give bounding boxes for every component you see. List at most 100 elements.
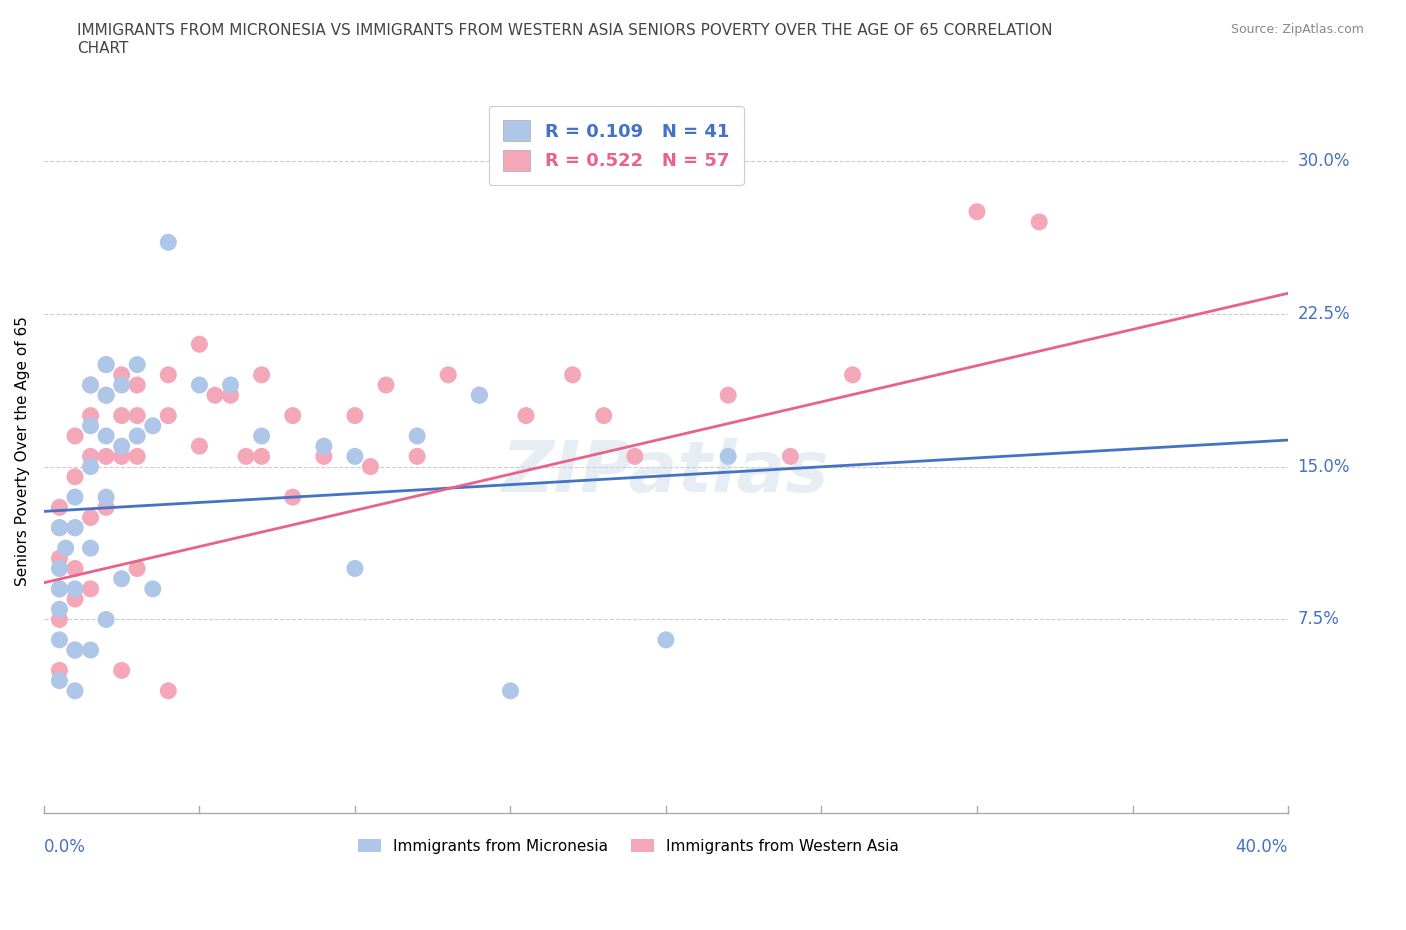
Point [48, 602, 70, 617]
Point [94, 490, 117, 505]
Point [48, 520, 70, 535]
Point [94, 612, 117, 627]
Point [375, 378, 398, 392]
Point [63, 643, 86, 658]
Point [111, 663, 134, 678]
Point [94, 388, 117, 403]
Point [79, 540, 101, 555]
Point [111, 449, 134, 464]
Point [48, 673, 70, 688]
Point [55, 540, 77, 555]
Point [94, 357, 117, 372]
Point [63, 520, 86, 535]
Point [94, 500, 117, 515]
Point [63, 520, 86, 535]
Point [188, 378, 211, 392]
Text: 30.0%: 30.0% [1298, 152, 1350, 170]
Point [79, 581, 101, 596]
Point [48, 520, 70, 535]
Text: 15.0%: 15.0% [1298, 458, 1350, 475]
Point [468, 388, 491, 403]
Point [48, 632, 70, 647]
Point [79, 643, 101, 658]
Point [111, 378, 134, 392]
Point [250, 367, 273, 382]
Point [624, 449, 647, 464]
Point [157, 684, 180, 698]
Point [142, 418, 165, 433]
Text: 40.0%: 40.0% [1236, 838, 1288, 856]
Text: 7.5%: 7.5% [1298, 610, 1340, 629]
Legend: Immigrants from Micronesia, Immigrants from Western Asia: Immigrants from Micronesia, Immigrants f… [352, 832, 905, 859]
Point [63, 490, 86, 505]
Point [281, 490, 304, 505]
Point [63, 643, 86, 658]
Point [281, 408, 304, 423]
Point [48, 551, 70, 565]
Point [157, 235, 180, 250]
Text: 22.5%: 22.5% [1298, 305, 1350, 323]
Point [48, 612, 70, 627]
Point [127, 561, 149, 576]
Text: ZIPatlas: ZIPatlas [502, 438, 830, 508]
Point [48, 581, 70, 596]
Point [343, 408, 366, 423]
Point [157, 408, 180, 423]
Point [63, 470, 86, 485]
Point [437, 367, 460, 382]
Point [127, 408, 149, 423]
Point [94, 429, 117, 444]
Point [79, 408, 101, 423]
Point [515, 408, 537, 423]
Point [406, 449, 429, 464]
Point [127, 357, 149, 372]
Point [1028, 215, 1050, 230]
Point [312, 439, 335, 454]
Point [592, 408, 614, 423]
Point [111, 367, 134, 382]
Point [841, 367, 863, 382]
Point [79, 378, 101, 392]
Point [204, 388, 226, 403]
Point [717, 449, 740, 464]
Point [235, 449, 257, 464]
Point [79, 449, 101, 464]
Point [79, 418, 101, 433]
Point [468, 388, 491, 403]
Point [127, 429, 149, 444]
Point [48, 581, 70, 596]
Point [157, 367, 180, 382]
Point [188, 439, 211, 454]
Point [127, 449, 149, 464]
Point [188, 337, 211, 352]
Point [717, 388, 740, 403]
Point [79, 510, 101, 525]
Point [499, 684, 522, 698]
Point [127, 378, 149, 392]
Point [966, 205, 988, 219]
Point [48, 561, 70, 576]
Point [94, 449, 117, 464]
Point [48, 500, 70, 515]
Point [359, 459, 381, 474]
Point [48, 663, 70, 678]
Y-axis label: Seniors Poverty Over the Age of 65: Seniors Poverty Over the Age of 65 [15, 316, 30, 586]
Point [655, 632, 678, 647]
Point [312, 449, 335, 464]
Point [63, 591, 86, 606]
Point [63, 581, 86, 596]
Point [142, 581, 165, 596]
Point [111, 571, 134, 586]
Point [63, 429, 86, 444]
Point [343, 449, 366, 464]
Text: 0.0%: 0.0% [44, 838, 86, 856]
Point [250, 449, 273, 464]
Point [219, 378, 242, 392]
Point [779, 449, 801, 464]
Text: Source: ZipAtlas.com: Source: ZipAtlas.com [1230, 23, 1364, 36]
Point [63, 684, 86, 698]
Point [63, 561, 86, 576]
Point [79, 459, 101, 474]
Point [79, 378, 101, 392]
Point [250, 429, 273, 444]
